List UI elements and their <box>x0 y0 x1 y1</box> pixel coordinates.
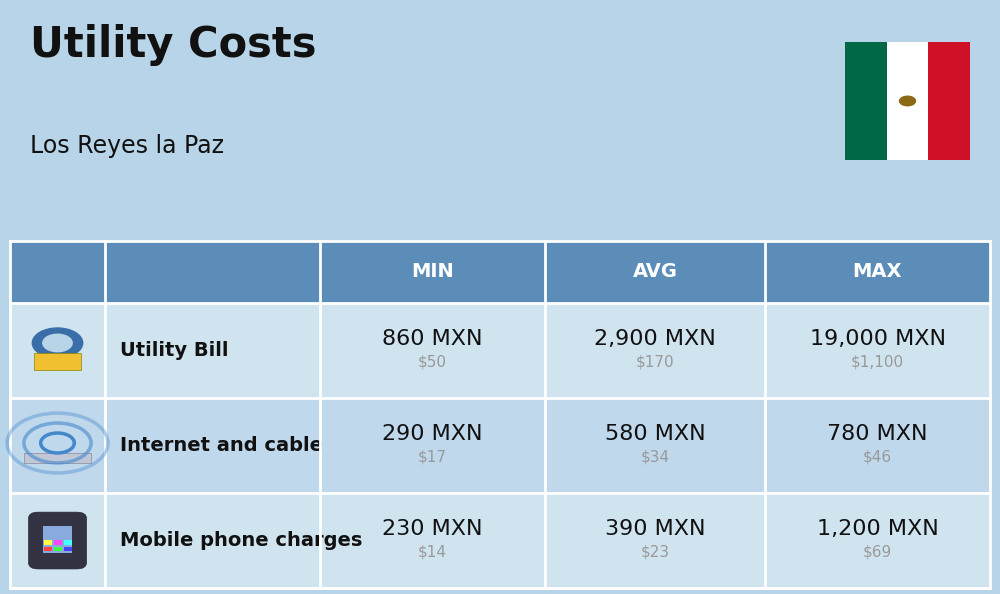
Text: MIN: MIN <box>411 263 454 281</box>
Bar <box>64 546 72 551</box>
Bar <box>44 546 52 551</box>
Text: $46: $46 <box>863 450 892 465</box>
Text: 230 MXN: 230 MXN <box>382 519 483 539</box>
Circle shape <box>32 328 83 358</box>
Text: Internet and cable: Internet and cable <box>120 436 323 455</box>
Bar <box>54 540 62 545</box>
Text: 1,200 MXN: 1,200 MXN <box>817 519 938 539</box>
FancyBboxPatch shape <box>29 512 86 569</box>
Bar <box>54 546 62 551</box>
Text: 580 MXN: 580 MXN <box>605 424 705 444</box>
Bar <box>64 540 72 545</box>
Text: Utility Costs: Utility Costs <box>30 24 316 66</box>
Bar <box>43 526 72 553</box>
Bar <box>44 540 52 545</box>
Text: $34: $34 <box>640 450 670 465</box>
Bar <box>887 42 928 160</box>
Text: AVG: AVG <box>633 263 678 281</box>
Bar <box>845 42 887 160</box>
Bar <box>24 453 91 463</box>
Text: 860 MXN: 860 MXN <box>382 329 483 349</box>
Bar <box>10 398 990 493</box>
Text: 780 MXN: 780 MXN <box>827 424 928 444</box>
Text: Mobile phone charges: Mobile phone charges <box>120 531 362 550</box>
Text: 19,000 MXN: 19,000 MXN <box>810 329 946 349</box>
Text: $69: $69 <box>863 545 892 560</box>
Text: Los Reyes la Paz: Los Reyes la Paz <box>30 134 224 157</box>
Circle shape <box>900 96 916 106</box>
Text: 390 MXN: 390 MXN <box>605 519 705 539</box>
Text: $1,100: $1,100 <box>851 355 904 369</box>
Text: $23: $23 <box>640 545 670 560</box>
Text: 290 MXN: 290 MXN <box>382 424 483 444</box>
Bar <box>10 241 990 303</box>
Text: $14: $14 <box>418 545 447 560</box>
Text: $17: $17 <box>418 450 447 465</box>
Text: Utility Bill: Utility Bill <box>120 341 228 360</box>
Bar <box>10 303 990 398</box>
Bar <box>10 493 990 588</box>
Bar <box>34 353 81 371</box>
Circle shape <box>43 334 72 352</box>
Text: 2,900 MXN: 2,900 MXN <box>594 329 716 349</box>
Bar <box>928 42 970 160</box>
Text: $50: $50 <box>418 355 447 369</box>
Text: MAX: MAX <box>853 263 902 281</box>
Text: $170: $170 <box>636 355 674 369</box>
